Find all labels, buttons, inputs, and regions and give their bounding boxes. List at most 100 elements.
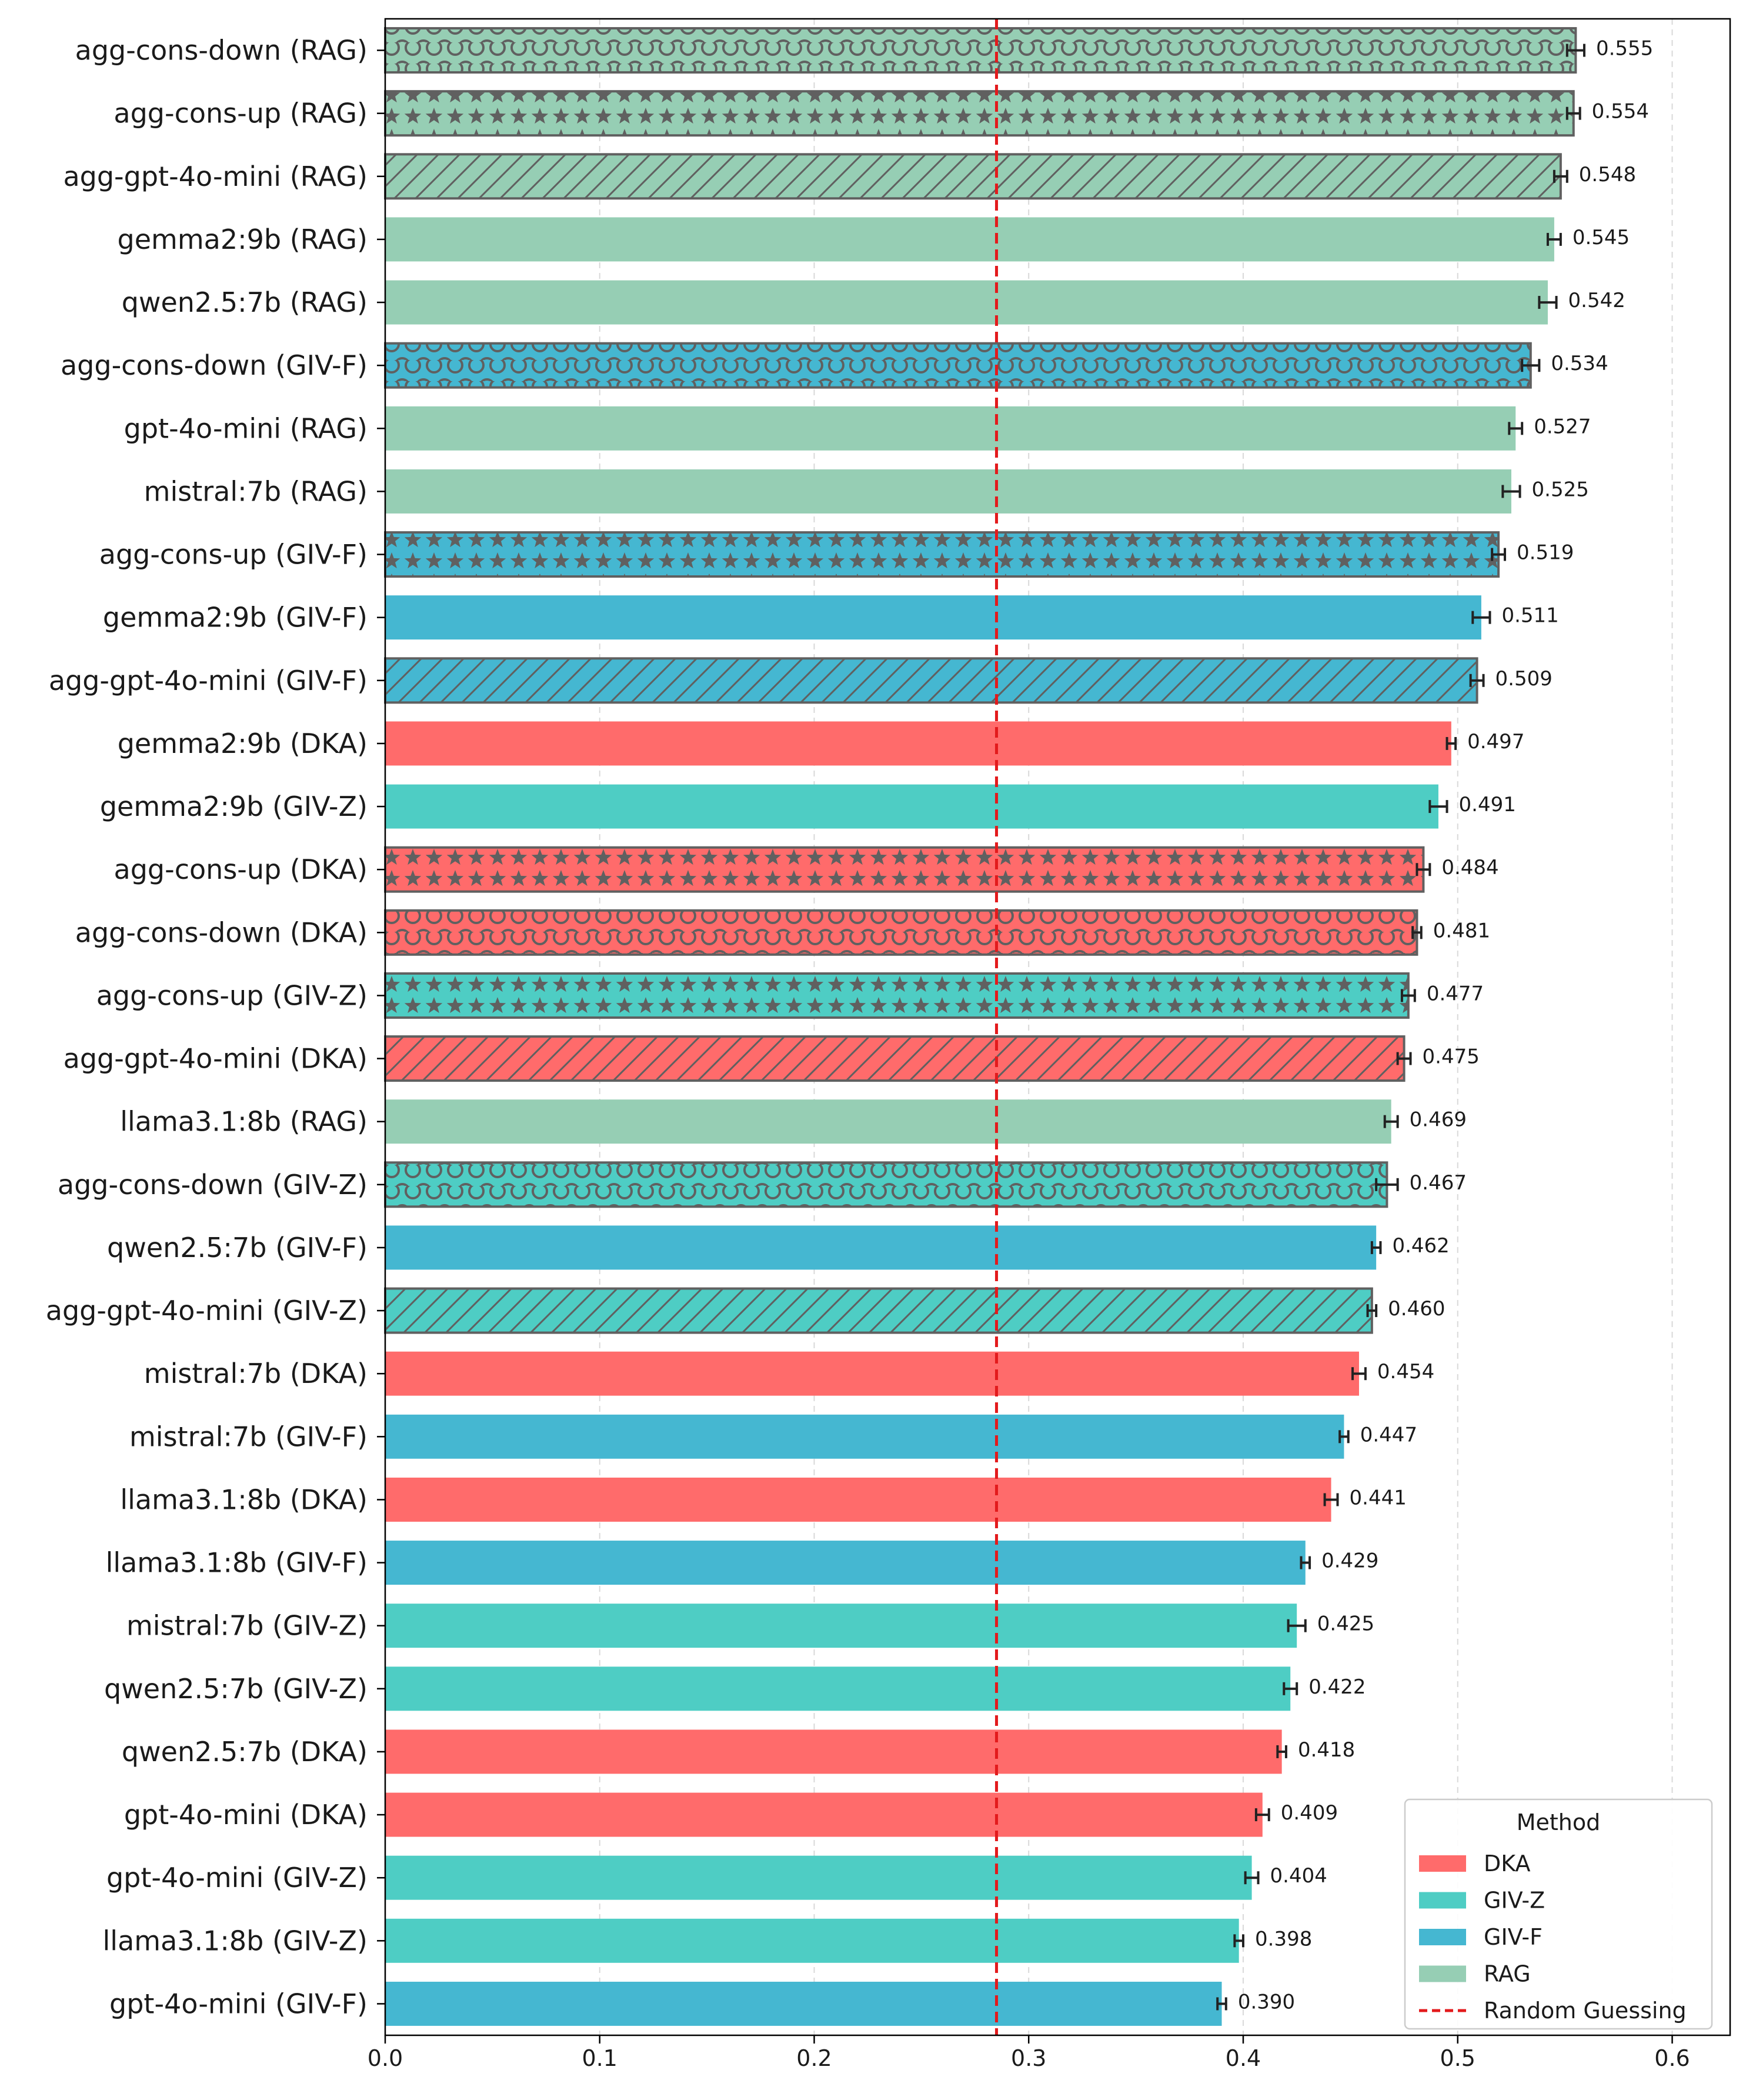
value-label: 0.509 (1495, 667, 1553, 691)
y-tick-label: gpt-4o-mini (RAG) (124, 412, 368, 444)
plot-border (384, 18, 1731, 2036)
plot-frame (384, 18, 1731, 2036)
error-bar (1287, 1619, 1307, 1632)
y-tick-label: agg-gpt-4o-mini (DKA) (64, 1043, 368, 1075)
y-tick-label: agg-cons-up (GIV-Z) (96, 979, 368, 1011)
error-bars (1216, 44, 1585, 2011)
error-bar (1383, 1115, 1399, 1128)
y-tick-label: llama3.1:8b (GIV-Z) (103, 1925, 368, 1956)
bar-10 (385, 595, 1481, 640)
error-bar (1233, 1934, 1245, 1948)
bar-hatch (385, 910, 1417, 955)
y-tick-label: gemma2:9b (DKA) (118, 728, 368, 759)
x-tick-label: 0.2 (796, 2045, 832, 2071)
error-bar (1469, 674, 1485, 687)
y-tick-label: mistral:7b (DKA) (144, 1358, 368, 1389)
value-label: 0.519 (1517, 541, 1574, 565)
error-bar (1400, 989, 1416, 1002)
y-tick-label: mistral:7b (GIV-F) (129, 1421, 368, 1452)
value-label: 0.548 (1579, 163, 1636, 186)
legend-box (1404, 1798, 1713, 2030)
x-tick-label: 0.5 (1440, 2045, 1475, 2071)
y-tick-label: agg-gpt-4o-mini (GIV-Z) (46, 1295, 368, 1326)
y-tick-label: gpt-4o-mini (GIV-Z) (106, 1862, 368, 1894)
error-bar (1565, 106, 1581, 120)
error-bar (1565, 44, 1585, 57)
error-bar (1521, 359, 1541, 372)
value-label: 0.460 (1388, 1297, 1445, 1321)
error-bar (1546, 232, 1562, 246)
error-bar (1351, 1367, 1367, 1381)
value-label: 0.491 (1459, 793, 1516, 816)
y-tick-label: agg-cons-down (DKA) (75, 916, 368, 948)
bar-25 (385, 1541, 1306, 1585)
error-bar (1538, 296, 1558, 309)
legend-item: GIV-Z (1419, 1888, 1545, 1914)
bar-18 (385, 1099, 1391, 1144)
bar-12 (385, 721, 1451, 766)
bar-hatch (385, 28, 1576, 73)
bar-7 (385, 406, 1516, 451)
error-bar (1508, 422, 1524, 435)
y-tick-label: qwen2.5:7b (GIV-Z) (104, 1673, 368, 1705)
value-label: 0.422 (1308, 1675, 1366, 1699)
bar-hatch (385, 1162, 1387, 1207)
bar-32 (385, 1981, 1222, 2026)
bar-hatch (385, 343, 1531, 388)
bar-8 (385, 469, 1511, 514)
value-label: 0.475 (1423, 1045, 1480, 1069)
error-bar (1553, 169, 1568, 183)
error-bar (1254, 1808, 1270, 1822)
bar-hatch (385, 1288, 1372, 1333)
y-tick-label: mistral:7b (RAG) (144, 475, 368, 507)
bar-hatch (385, 532, 1499, 577)
bar-24 (385, 1477, 1331, 1522)
value-label: 0.467 (1410, 1171, 1467, 1195)
value-label: 0.497 (1467, 730, 1524, 754)
value-label: 0.511 (1501, 604, 1558, 628)
legend-swatch (1419, 1855, 1466, 1872)
y-tick-label: agg-cons-up (RAG) (113, 98, 368, 129)
y-tick-label: agg-cons-down (GIV-Z) (58, 1169, 368, 1201)
y-tick-label: qwen2.5:7b (GIV-F) (107, 1232, 368, 1264)
error-bar (1323, 1493, 1339, 1506)
bar-hatch (385, 91, 1574, 136)
bar-20 (385, 1225, 1377, 1270)
y-tick-label: gemma2:9b (RAG) (118, 224, 368, 255)
legend-title: Method (1517, 1809, 1601, 1835)
y-axis-labels: agg-cons-down (RAG) agg-cons-up (RAG) agg-… (46, 35, 385, 2019)
bar-28 (385, 1729, 1282, 1774)
bar-30 (385, 1855, 1252, 1900)
error-bar (1216, 1997, 1227, 2011)
value-label: 0.554 (1592, 100, 1649, 124)
bar-5 (385, 280, 1548, 325)
y-tick-label: llama3.1:8b (GIV-F) (106, 1547, 368, 1579)
error-bar (1471, 611, 1491, 624)
error-bar (1375, 1178, 1399, 1191)
error-bar (1491, 548, 1507, 561)
value-label: 0.462 (1392, 1234, 1449, 1258)
legend-label: RAG (1484, 1961, 1531, 1987)
value-label: 0.527 (1534, 415, 1591, 438)
value-label: 0.545 (1573, 226, 1630, 249)
value-label: 0.418 (1298, 1738, 1355, 1762)
error-bar (1338, 1430, 1350, 1444)
bar-27 (385, 1666, 1291, 1711)
bar-hatch (385, 154, 1561, 199)
y-tick-label: agg-gpt-4o-mini (GIV-F) (49, 665, 368, 696)
value-label: 0.425 (1317, 1612, 1374, 1636)
y-tick-label: mistral:7b (GIV-Z) (126, 1610, 368, 1642)
y-tick-label: llama3.1:8b (RAG) (120, 1106, 368, 1138)
y-tick-label: qwen2.5:7b (RAG) (122, 286, 368, 318)
bar-4 (385, 217, 1554, 262)
legend-item: Random Guessing (1419, 1998, 1687, 2024)
bar-hatch (385, 658, 1477, 703)
value-label: 0.525 (1532, 478, 1589, 501)
x-tick-label: 0.1 (582, 2045, 617, 2071)
legend: Method DKA GIV-Z GIV-F RAG Random Guessing (1404, 1798, 1713, 2030)
legend-item: RAG (1419, 1961, 1531, 1987)
value-label: 0.404 (1270, 1864, 1327, 1888)
value-label: 0.454 (1377, 1360, 1434, 1384)
x-tick-label: 0.0 (368, 2045, 403, 2071)
